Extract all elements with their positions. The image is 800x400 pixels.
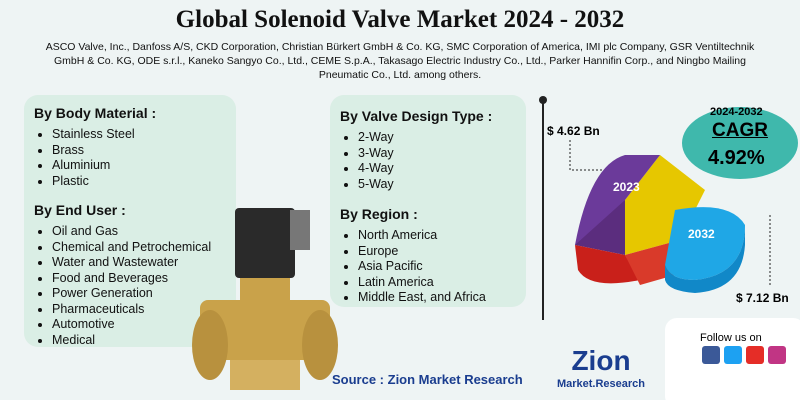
segment-item: Oil and Gas	[52, 224, 211, 240]
valve-illustration	[192, 208, 338, 390]
cagr-period: 2024-2032	[710, 106, 763, 118]
segment-heading: By Region :	[340, 206, 418, 222]
segment-item: Automotive	[52, 317, 211, 333]
subtitle: ASCO Valve, Inc., Danfoss A/S, CKD Corpo…	[45, 41, 755, 81]
segment: By Valve Design Type : 2-Way3-Way4-Way5-W…	[340, 108, 492, 192]
slice-label: 2032	[688, 227, 715, 241]
segment-list: North AmericaEuropeAsia PacificLatin Ame…	[340, 228, 486, 306]
twitter-icon[interactable]	[724, 346, 742, 364]
segment-item: Plastic	[52, 174, 156, 190]
segment: By Region : North AmericaEuropeAsia Pacif…	[340, 206, 486, 306]
segment-item: 5-Way	[358, 177, 492, 193]
segment-item: Pharmaceuticals	[52, 302, 211, 318]
segment-item: Latin America	[358, 275, 486, 291]
segment-list: Oil and GasChemical and PetrochemicalWat…	[34, 224, 211, 348]
segment-item: Asia Pacific	[358, 259, 486, 275]
market-graphic	[539, 96, 798, 320]
segment-item: Brass	[52, 143, 156, 159]
social-icons	[702, 346, 786, 364]
slice-label: 2023	[613, 180, 640, 194]
cagr-label: CAGR	[712, 120, 768, 141]
segment: By End User : Oil and GasChemical and Pet…	[34, 202, 211, 348]
follow-text: Follow us on	[700, 332, 762, 344]
youtube-icon[interactable]	[746, 346, 764, 364]
source: Source : Zion Market Research	[332, 372, 523, 387]
segment-item: Chemical and Petrochemical	[52, 240, 211, 256]
segment-item: Europe	[358, 244, 486, 260]
title: Global Solenoid Valve Market 2024 - 2032	[175, 6, 625, 33]
segment-heading: By Body Material :	[34, 105, 157, 121]
segment-item: Middle East, and Africa	[358, 290, 486, 306]
cagr-value: 4.92%	[708, 147, 765, 169]
segment-item: 4-Way	[358, 161, 492, 177]
segment-item: Medical	[52, 333, 211, 349]
segment-item: Power Generation	[52, 286, 211, 302]
middle-panel	[330, 95, 526, 307]
segment-item: Aluminium	[52, 158, 156, 174]
segment-heading: By End User :	[34, 202, 126, 218]
segment-item: 2-Way	[358, 130, 492, 146]
facebook-icon[interactable]	[702, 346, 720, 364]
segment-heading: By Valve Design Type :	[340, 108, 493, 124]
segment-item: Water and Wastewater	[52, 255, 211, 271]
segment-list: Stainless SteelBrassAluminiumPlastic	[34, 127, 156, 189]
segment-item: Stainless Steel	[52, 127, 156, 143]
logo-main: Zion	[571, 345, 631, 376]
segment-item: North America	[358, 228, 486, 244]
segment: By Body Material : Stainless SteelBrassAl…	[34, 105, 156, 189]
logo-sub: Market.Research	[556, 378, 646, 390]
segment-item: 3-Way	[358, 146, 492, 162]
segment-list: 2-Way3-Way4-Way5-Way	[340, 130, 492, 192]
start-value: $ 4.62 Bn	[547, 124, 600, 138]
end-value: $ 7.12 Bn	[736, 291, 789, 305]
instagram-icon[interactable]	[768, 346, 786, 364]
segment-item: Food and Beverages	[52, 271, 211, 287]
